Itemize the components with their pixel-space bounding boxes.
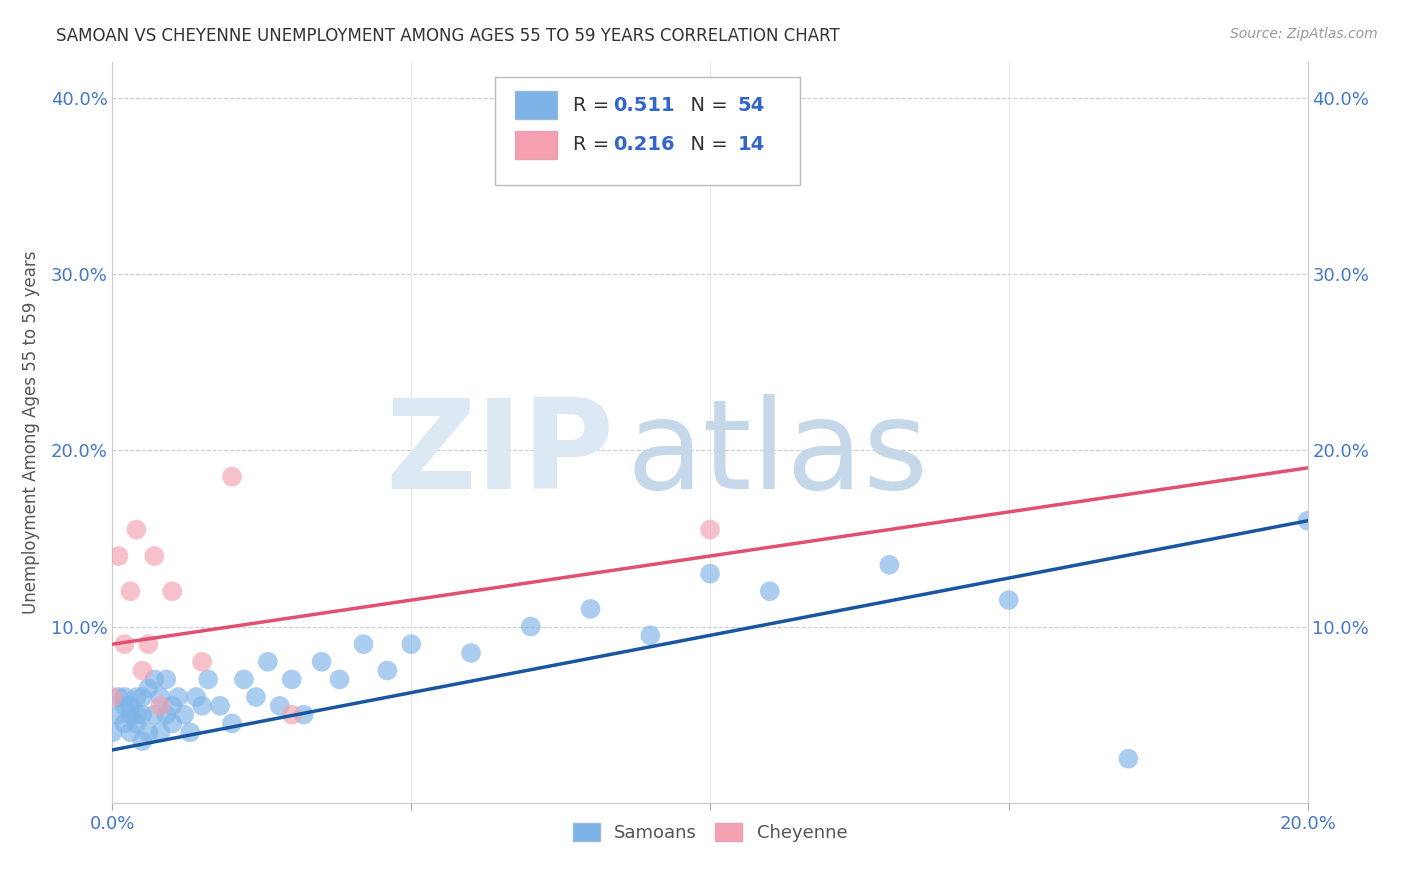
- Point: [579, 602, 602, 616]
- Text: N =: N =: [678, 95, 734, 115]
- Point: [107, 690, 129, 704]
- Point: [120, 707, 142, 722]
- Text: ZIP: ZIP: [385, 394, 614, 516]
- Text: atlas: atlas: [627, 394, 928, 516]
- Text: 0.511: 0.511: [613, 95, 675, 115]
- Text: R =: R =: [572, 95, 614, 115]
- Point: [114, 716, 135, 731]
- Point: [162, 698, 183, 713]
- FancyBboxPatch shape: [515, 130, 557, 159]
- Text: N =: N =: [678, 135, 734, 154]
- Point: [149, 725, 172, 739]
- Point: [101, 725, 124, 739]
- Point: [138, 725, 160, 739]
- Point: [138, 637, 160, 651]
- Point: [191, 655, 214, 669]
- Point: [699, 523, 721, 537]
- Point: [125, 690, 148, 704]
- Point: [131, 734, 153, 748]
- Point: [120, 584, 142, 599]
- Point: [269, 698, 291, 713]
- Point: [131, 690, 153, 704]
- Text: Source: ZipAtlas.com: Source: ZipAtlas.com: [1230, 27, 1378, 41]
- Y-axis label: Unemployment Among Ages 55 to 59 years: Unemployment Among Ages 55 to 59 years: [21, 251, 39, 615]
- Point: [101, 690, 124, 704]
- Point: [1296, 514, 1319, 528]
- Point: [1118, 752, 1140, 766]
- Point: [759, 584, 782, 599]
- Text: 0.216: 0.216: [613, 135, 675, 154]
- Point: [143, 673, 166, 687]
- Point: [292, 707, 315, 722]
- Point: [281, 707, 304, 722]
- Point: [460, 646, 482, 660]
- Point: [998, 593, 1021, 607]
- Point: [155, 673, 177, 687]
- Point: [114, 637, 135, 651]
- Point: [401, 637, 423, 651]
- Point: [186, 690, 208, 704]
- Point: [143, 549, 166, 563]
- Point: [125, 716, 148, 731]
- Point: [221, 716, 243, 731]
- Point: [179, 725, 201, 739]
- Point: [138, 681, 160, 696]
- Point: [640, 628, 662, 642]
- Point: [329, 673, 352, 687]
- Point: [120, 698, 142, 713]
- FancyBboxPatch shape: [495, 78, 800, 185]
- Point: [131, 664, 153, 678]
- Point: [353, 637, 375, 651]
- Point: [131, 707, 153, 722]
- Point: [162, 716, 183, 731]
- Legend: Samoans, Cheyenne: Samoans, Cheyenne: [565, 815, 855, 849]
- Point: [107, 549, 129, 563]
- Point: [114, 690, 135, 704]
- Point: [162, 584, 183, 599]
- Point: [233, 673, 256, 687]
- Point: [149, 690, 172, 704]
- Point: [149, 698, 172, 713]
- Point: [281, 673, 304, 687]
- Point: [879, 558, 901, 572]
- Point: [125, 707, 148, 722]
- Point: [120, 725, 142, 739]
- Text: R =: R =: [572, 135, 614, 154]
- Point: [311, 655, 333, 669]
- Point: [209, 698, 232, 713]
- Point: [221, 469, 243, 483]
- Point: [257, 655, 280, 669]
- Point: [143, 707, 166, 722]
- Point: [377, 664, 399, 678]
- Point: [167, 690, 190, 704]
- Point: [125, 523, 148, 537]
- Point: [114, 698, 135, 713]
- Point: [520, 619, 543, 633]
- Text: 54: 54: [738, 95, 765, 115]
- Point: [173, 707, 195, 722]
- Point: [107, 707, 129, 722]
- Text: SAMOAN VS CHEYENNE UNEMPLOYMENT AMONG AGES 55 TO 59 YEARS CORRELATION CHART: SAMOAN VS CHEYENNE UNEMPLOYMENT AMONG AG…: [56, 27, 839, 45]
- Point: [191, 698, 214, 713]
- FancyBboxPatch shape: [515, 91, 557, 120]
- Point: [699, 566, 721, 581]
- Point: [245, 690, 267, 704]
- Text: 14: 14: [738, 135, 765, 154]
- Point: [197, 673, 219, 687]
- Point: [155, 707, 177, 722]
